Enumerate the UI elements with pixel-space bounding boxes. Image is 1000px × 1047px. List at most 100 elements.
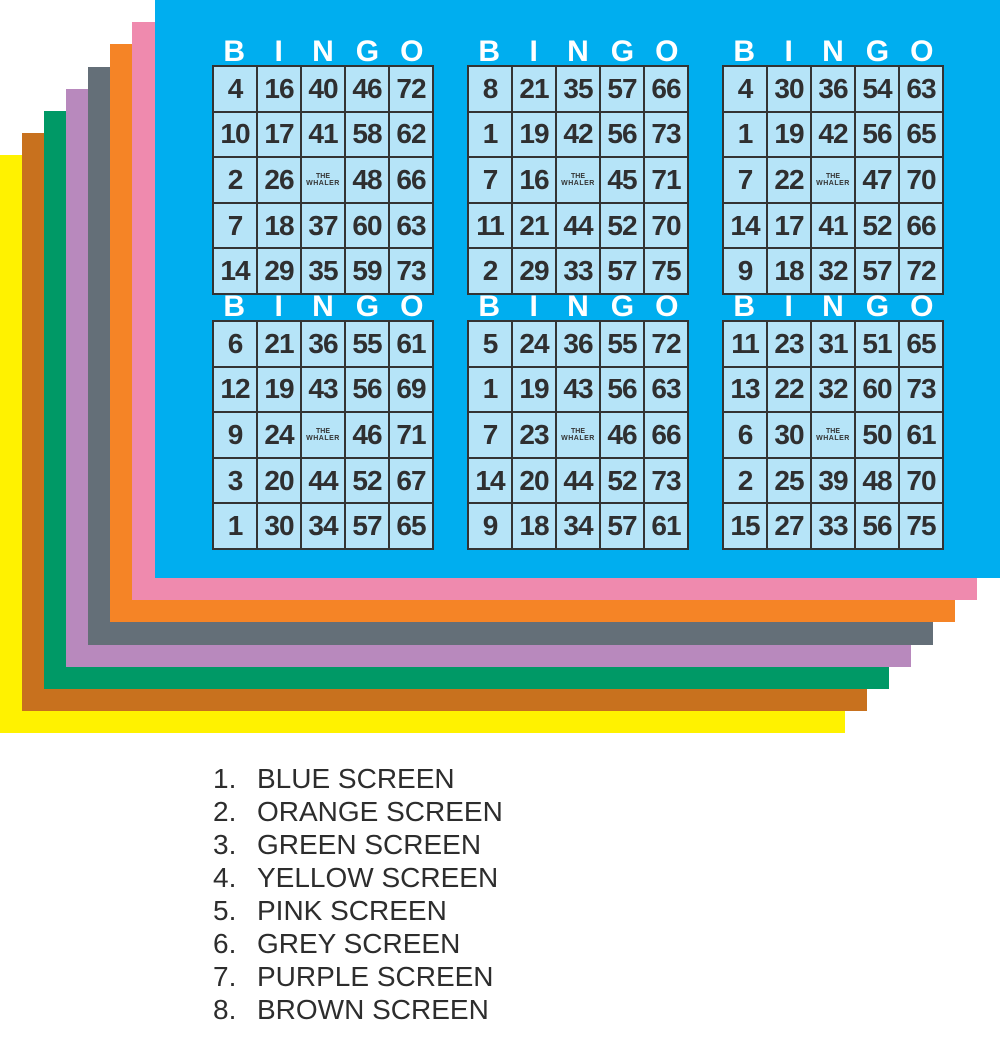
bingo-number-cell: 62	[389, 111, 433, 158]
bingo-number-cell: 65	[899, 111, 943, 158]
bingo-number-cell: 44	[556, 202, 600, 249]
bingo-header-letter: I	[274, 290, 283, 323]
bingo-number-cell: 58	[345, 111, 389, 158]
bingo-number-cell: 46	[600, 412, 644, 458]
bingo-number-cell: 7	[468, 157, 512, 203]
bingo-number-cell: 48	[855, 457, 899, 504]
bingo-number-cell: 66	[389, 157, 433, 203]
bingo-number-cell: 24	[512, 321, 556, 367]
legend-item-label: BROWN SCREEN	[257, 994, 489, 1025]
bingo-number-cell: 26	[257, 157, 301, 203]
bingo-number-cell: 70	[899, 457, 943, 504]
bingo-number-cell: 57	[345, 503, 389, 549]
bingo-number-cell: 18	[767, 248, 811, 294]
bingo-header-letter: O	[655, 35, 679, 68]
legend-item-number: 6.	[213, 928, 237, 959]
bingo-number-cell: 30	[767, 412, 811, 458]
bingo-header-letter: O	[400, 290, 424, 323]
bingo-number-cell: 35	[301, 248, 345, 294]
bingo-number-grid: 4 30 36 54 63 1 19 42 56 65 7 22 THE WHALER 47 70 14 17 41…	[722, 65, 944, 295]
bingo-number-cell: 46	[345, 412, 389, 458]
bingo-number-cell: 47	[855, 157, 899, 203]
bingo-number-cell: 18	[512, 503, 556, 549]
bingo-header-letter: N	[822, 35, 844, 68]
legend-item-label: GREY SCREEN	[257, 928, 461, 959]
legend-item-number: 3.	[213, 829, 237, 860]
bingo-number-cell: 30	[257, 503, 301, 549]
bingo-number-cell: 2	[468, 248, 512, 294]
bingo-number-cell: 43	[556, 366, 600, 413]
bingo-number-cell: 22	[767, 366, 811, 413]
bingo-number-cell: 9	[468, 503, 512, 549]
bingo-number-cell: 73	[644, 111, 688, 158]
bingo-number-cell: 59	[345, 248, 389, 294]
bingo-number-cell: 22	[767, 157, 811, 203]
bingo-number-cell: 63	[644, 366, 688, 413]
bingo-number-cell: 31	[811, 321, 855, 367]
legend-item-number: 1.	[213, 763, 237, 794]
bingo-number-cell: 72	[644, 321, 688, 367]
bingo-number-cell: 65	[899, 321, 943, 367]
free-space-logo: THE WHALER	[811, 412, 855, 458]
bingo-number-cell: 30	[767, 66, 811, 112]
legend-item-label: ORANGE SCREEN	[257, 796, 503, 827]
bingo-number-cell: 44	[301, 457, 345, 504]
bingo-header-letter: G	[355, 35, 380, 68]
legend-item: 7. PURPLE SCREEN	[213, 960, 503, 993]
legend-item: 8. BROWN SCREEN	[213, 993, 503, 1026]
bingo-number-cell: 1	[723, 111, 767, 158]
bingo-number-cell: 57	[855, 248, 899, 294]
bingo-number-cell: 52	[600, 202, 644, 249]
bingo-header-letter: N	[312, 35, 334, 68]
legend-item-number: 8.	[213, 994, 237, 1025]
legend-item: 6. GREY SCREEN	[213, 927, 503, 960]
bingo-number-cell: 14	[468, 457, 512, 504]
bingo-number-cell: 29	[257, 248, 301, 294]
bingo-header-letter: N	[567, 35, 589, 68]
bingo-card-6: B I N G O 11 23 31 51 65 13 22 32 60 73 6 30 THE WHALER 50 6…	[722, 292, 944, 555]
free-space-logo: THE WHALER	[556, 157, 600, 203]
bingo-number-cell: 44	[556, 457, 600, 504]
bingo-number-cell: 61	[389, 321, 433, 367]
bingo-number-cell: 32	[811, 248, 855, 294]
bingo-header-letter: N	[312, 290, 334, 323]
bingo-number-cell: 6	[213, 321, 257, 367]
bingo-number-grid: 6 21 36 55 61 12 19 43 56 69 9 24 THE WHALER 46 71 3 20 44…	[212, 320, 434, 550]
bingo-number-cell: 36	[301, 321, 345, 367]
legend-item-number: 5.	[213, 895, 237, 926]
bingo-header-letter: B	[478, 290, 501, 323]
bingo-number-cell: 41	[301, 111, 345, 158]
bingo-number-cell: 29	[512, 248, 556, 294]
bingo-number-cell: 56	[345, 366, 389, 413]
bingo-card-1: B I N G O 4 16 40 46 72 10 17 41 58 62 2 26 THE WHALER 48 66…	[212, 37, 434, 300]
bingo-header-letter: O	[910, 290, 934, 323]
bingo-number-cell: 23	[512, 412, 556, 458]
bingo-number-cell: 6	[723, 412, 767, 458]
bingo-number-cell: 40	[301, 66, 345, 112]
bingo-number-cell: 11	[723, 321, 767, 367]
bingo-header-letter: I	[529, 35, 538, 68]
bingo-number-cell: 52	[600, 457, 644, 504]
bingo-number-cell: 54	[855, 66, 899, 112]
bingo-number-cell: 15	[723, 503, 767, 549]
bingo-number-cell: 24	[257, 412, 301, 458]
bingo-header-letter: G	[610, 290, 635, 323]
bingo-number-grid: 5 24 36 55 72 1 19 43 56 63 7 23 THE WHALER 46 66 14 20 44…	[467, 320, 689, 550]
bingo-header-letter: G	[865, 35, 890, 68]
bingo-number-grid: 4 16 40 46 72 10 17 41 58 62 2 26 THE WHALER 48 66 7 18 37…	[212, 65, 434, 295]
bingo-number-cell: 13	[723, 366, 767, 413]
bingo-number-cell: 70	[899, 157, 943, 203]
legend-item-label: BLUE SCREEN	[257, 763, 455, 794]
bingo-header-letter: O	[910, 35, 934, 68]
bingo-header-letter: O	[655, 290, 679, 323]
bingo-number-cell: 17	[257, 111, 301, 158]
bingo-number-cell: 75	[644, 248, 688, 294]
bingo-number-cell: 46	[345, 66, 389, 112]
bingo-header-letter: B	[223, 35, 246, 68]
bingo-number-grid: 11 23 31 51 65 13 22 32 60 73 6 30 THE WHALER 50 61 2 25 3…	[722, 320, 944, 550]
bingo-header-letter: B	[733, 290, 756, 323]
bingo-number-cell: 36	[811, 66, 855, 112]
